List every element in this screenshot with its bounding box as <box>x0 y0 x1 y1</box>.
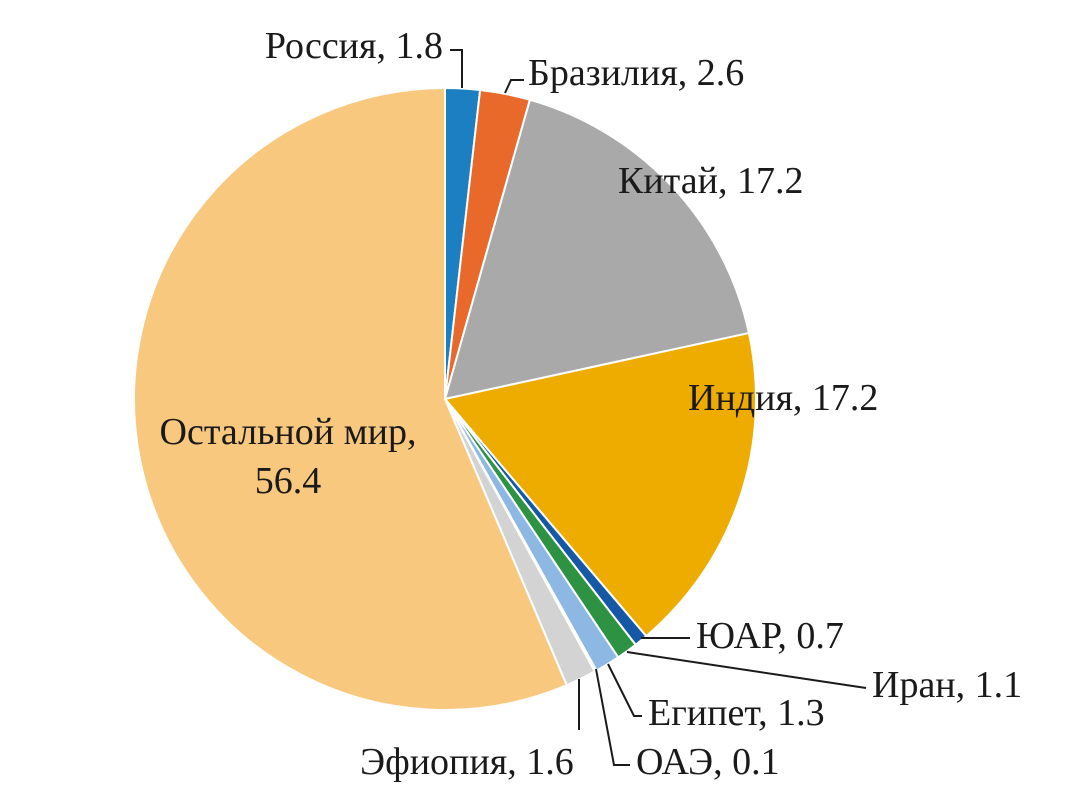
slice-china <box>443 98 751 401</box>
pie-slices <box>133 86 757 711</box>
leader-line-uae <box>595 668 630 766</box>
label-egypt: Египет, 1.3 <box>648 692 825 734</box>
label-south-africa: ЮАР, 0.7 <box>696 615 844 657</box>
label-india: Индия, 17.2 <box>688 377 878 419</box>
label-iran: Иран, 1.1 <box>872 664 1022 706</box>
label-brazil: Бразилия, 2.6 <box>528 52 744 94</box>
label-rest-of-world: Остальной мир, 56.4 <box>160 411 417 502</box>
leader-line-egypt <box>607 663 642 717</box>
slice-labels: Россия, 1.8 Бразилия, 2.6 Китай, 17.2 Индия… <box>160 25 1023 783</box>
label-china: Китай, 17.2 <box>618 160 803 202</box>
leader-line-russia <box>450 49 463 88</box>
leader-lines <box>450 49 867 766</box>
slice-rest-of-world <box>133 86 569 711</box>
label-uae: ОАЭ, 0.1 <box>636 741 780 783</box>
leader-line-brazil <box>504 79 524 94</box>
label-ethiopia: Эфиопия, 1.6 <box>360 741 574 783</box>
leader-line-iran <box>626 651 867 689</box>
slice-india <box>443 331 757 638</box>
label-russia: Россия, 1.8 <box>265 25 443 67</box>
